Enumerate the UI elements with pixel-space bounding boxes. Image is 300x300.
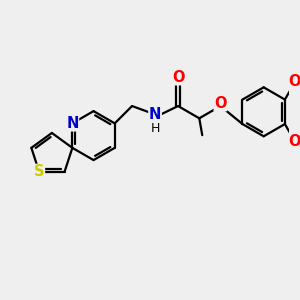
Text: H: H xyxy=(150,122,160,135)
Text: N: N xyxy=(66,116,79,131)
Text: S: S xyxy=(34,164,44,179)
Text: N: N xyxy=(149,107,161,122)
Text: O: O xyxy=(214,96,227,111)
Text: O: O xyxy=(288,74,300,89)
Text: O: O xyxy=(288,134,300,149)
Text: O: O xyxy=(172,70,184,85)
